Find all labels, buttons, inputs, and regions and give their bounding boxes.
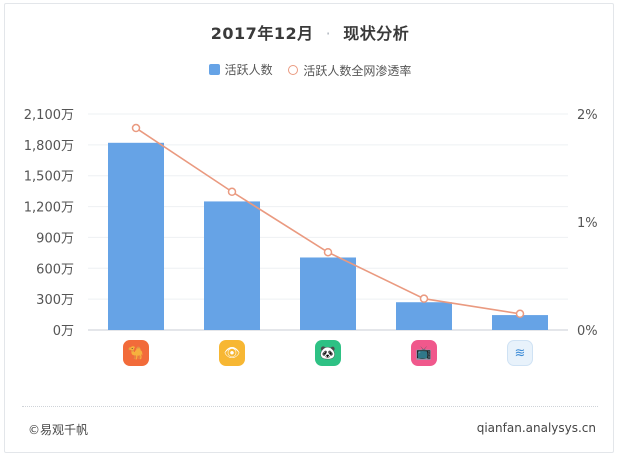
y-left-tick-label: 1,500万: [24, 170, 74, 185]
legend-line-label: 活跃人数全网渗透率: [303, 63, 412, 78]
y-left-tick-label: 1,800万: [24, 139, 74, 154]
y-axis-left: 0万 300万 600万 900万 1,200万 1,500万 1,800万 2,100万: [24, 108, 74, 339]
line-point: [227, 187, 237, 197]
legend-line-item[interactable]: 活跃人数全网渗透率: [288, 62, 411, 79]
bar: [396, 302, 452, 330]
line-point: [131, 123, 141, 133]
line-series: [131, 123, 525, 319]
site-url[interactable]: qianfan.analysys.cn: [476, 421, 596, 435]
camel-app-icon: 🐪: [123, 340, 149, 366]
line-point: [515, 309, 525, 319]
legend-bar-label: 活跃人数: [224, 63, 273, 77]
legend-bar-item[interactable]: 活跃人数: [208, 61, 273, 78]
line-point: [323, 247, 333, 257]
bar: [492, 315, 548, 330]
title-analysis: 现状分析: [343, 24, 410, 43]
tv-app-icon: 📺: [411, 340, 437, 366]
y-right-tick-label: 1%: [577, 216, 598, 231]
panda-app-icon: 🐼: [315, 340, 341, 366]
y-left-tick-label: 1,200万: [24, 201, 74, 216]
y-right-tick-label: 2%: [577, 108, 598, 123]
title-separator: ·: [325, 24, 332, 43]
title-date: 2017年12月: [210, 24, 314, 43]
copyright-text: ©易观千帆: [28, 423, 89, 437]
bar: [108, 142, 164, 330]
y-left-tick-label: 0万: [53, 324, 74, 339]
bar: [300, 257, 356, 330]
y-axis-right: 0% 1% 2%: [577, 108, 598, 339]
y-left-tick-label: 900万: [36, 231, 74, 246]
footer-divider: [22, 406, 598, 407]
y-right-tick-label: 0%: [577, 324, 598, 339]
y-left-tick-label: 2,100万: [24, 108, 74, 123]
blue-text-app-icon: ≋: [507, 340, 533, 366]
bar: [204, 201, 260, 330]
line-swatch-icon: [288, 65, 299, 75]
chart-legend: 活跃人数 活跃人数全网渗透率: [0, 61, 620, 79]
y-left-tick-label: 300万: [36, 293, 74, 308]
lion-eye-app-icon: 👁: [219, 340, 245, 366]
y-left-tick-label: 600万: [36, 262, 74, 277]
chart-title: 2017年12月 · 现状分析: [0, 20, 620, 44]
chart-card: [4, 3, 614, 453]
line-point: [419, 294, 429, 303]
bar-swatch-icon: [208, 64, 220, 75]
bar-series: [108, 142, 548, 330]
